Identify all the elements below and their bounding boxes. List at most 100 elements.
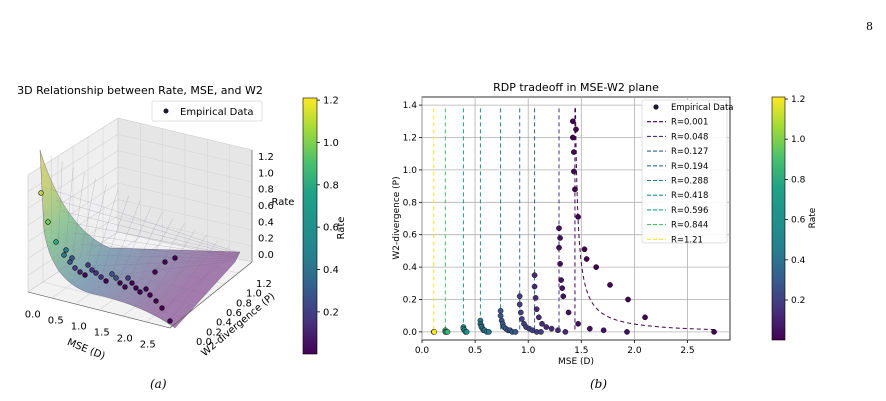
z-tick-label-3d: 0.6 xyxy=(258,201,274,212)
colorbar-2d-tick-label: 0.8 xyxy=(791,175,806,185)
y-tick-label-3d: 1.2 xyxy=(256,279,272,290)
y-tick-label: 1.0 xyxy=(403,166,418,176)
legend-2d: Empirical Data R=0.001 R=0.048 R=0.127 R=0.1… xyxy=(641,99,734,245)
x-tick-label: 1.0 xyxy=(521,346,536,356)
data-point-3d xyxy=(109,271,115,277)
data-point-3d xyxy=(143,286,149,292)
y-tick-label-3d: 0.0 xyxy=(196,337,212,348)
data-point-3d xyxy=(125,275,131,281)
colorbar-3d-tick-label: 1.0 xyxy=(323,138,339,149)
points-2d xyxy=(430,118,717,335)
data-point-R=0.048 xyxy=(558,277,564,283)
data-point-R=0.048 xyxy=(557,235,563,241)
x-tick-label: 1.5 xyxy=(574,346,588,356)
data-point-3d xyxy=(72,265,78,271)
lines-2d xyxy=(433,107,715,332)
legend-label-R=0.596: R=0.596 xyxy=(671,206,708,216)
data-point-R=0.127 xyxy=(548,325,555,332)
data-point-R=0.001 xyxy=(569,134,576,141)
data-point-R=0.194 xyxy=(516,301,523,308)
data-point-R=0.001 xyxy=(625,296,631,303)
colorbar-3d-tick-label: 0.6 xyxy=(323,223,339,234)
data-point-3d xyxy=(103,278,109,284)
colorbar-2d-tick-label: 0.2 xyxy=(791,296,805,306)
x-tick-label-3d: 2.0 xyxy=(117,334,133,345)
data-point-3d xyxy=(153,298,159,304)
points-3d xyxy=(38,190,178,324)
data-point-R=0.001 xyxy=(569,118,576,125)
legend-label-R=1.21: R=1.21 xyxy=(671,235,703,245)
y-tick-label-3d: 0.6 xyxy=(226,308,242,319)
legend-3d-marker xyxy=(163,108,169,114)
y-tick-label: 0.0 xyxy=(403,328,418,338)
z-tick-label-3d: 0.8 xyxy=(258,185,274,196)
data-point-R=0.288 xyxy=(512,329,519,335)
data-point-R=0.127 xyxy=(532,295,539,301)
z-tick-label-3d: 0.4 xyxy=(258,217,274,228)
y-tick-label: 1.2 xyxy=(403,134,417,144)
data-point-R=0.001 xyxy=(642,314,648,321)
x-tick-label-3d: 1.5 xyxy=(94,328,110,339)
legend-label-R=0.418: R=0.418 xyxy=(671,191,708,201)
data-point-R=0.418 xyxy=(486,329,492,335)
legend-label-R=0.288: R=0.288 xyxy=(671,177,708,187)
data-point-R=0.001 xyxy=(607,282,613,288)
data-point-R=0.127 xyxy=(543,324,550,330)
colorbar-3d-label: Rate xyxy=(336,217,347,240)
data-point-R=0.001 xyxy=(581,246,588,253)
colorbar-3d-tick-label: 1.2 xyxy=(323,96,339,107)
ticks-2d: 0.0 0.5 1.0 1.5 2.0 2.5 0.0 0.2 0.4 0.6 0.8 1.0 1.2 1… xyxy=(403,101,695,356)
data-point-R=0.001 xyxy=(583,256,590,262)
y-tick-label-3d: 1.0 xyxy=(246,289,262,300)
colorbar-2d-ticks: 0.2 0.4 0.6 0.8 1.0 1.2 xyxy=(785,95,806,306)
surface-mesh-line xyxy=(61,210,239,256)
y-tick-label: 0.8 xyxy=(403,198,418,208)
surface-mesh-line xyxy=(87,183,107,263)
data-point-3d xyxy=(137,289,143,295)
chart-3d: 3D Relationship between Rate, MSE, and W… xyxy=(17,84,347,362)
data-point-R=0.001 xyxy=(593,264,600,270)
z-tick-label-3d: 0.0 xyxy=(258,250,274,261)
colorbar-2d xyxy=(771,96,786,341)
x-tick-label-3d: 0.5 xyxy=(48,316,64,327)
legend-marker-empirical xyxy=(653,104,659,110)
data-point-R=0.127 xyxy=(539,320,545,327)
x-tick-label: 2.0 xyxy=(627,346,642,356)
data-point-R=0.288 xyxy=(497,312,504,319)
y-tick-label: 0.2 xyxy=(403,296,417,306)
y-axis-label-2d: W2-divergence (P) xyxy=(392,176,402,259)
surface-mesh-line xyxy=(79,243,238,259)
colorbar-3d-tick-label: 0.8 xyxy=(323,180,339,191)
data-point-3d xyxy=(61,252,67,258)
legend-3d-label: Empirical Data xyxy=(180,107,254,118)
data-point-3d xyxy=(117,280,123,286)
data-point-3d xyxy=(63,247,69,253)
data-point-R=0.127 xyxy=(533,306,540,313)
data-point-3d xyxy=(82,272,88,278)
data-point-3d xyxy=(113,275,119,281)
surface-mesh-line xyxy=(73,232,238,258)
surface-mesh-line xyxy=(116,206,152,285)
surface-mesh-line xyxy=(72,172,85,252)
colorbar-3d-tick-label: 0.4 xyxy=(323,265,339,276)
surface-mesh-line xyxy=(55,199,240,255)
x-tick-label-3d: 1.0 xyxy=(71,322,87,333)
surface-mesh-line xyxy=(97,260,236,278)
data-point-R=0.048 xyxy=(556,225,562,232)
data-point-3d xyxy=(167,318,173,324)
data-point-3d xyxy=(122,284,128,290)
legend-label-R=0.127: R=0.127 xyxy=(671,147,708,157)
data-point-3d xyxy=(69,255,75,261)
x-axis-line-3d xyxy=(27,291,171,329)
y-tick-label: 1.4 xyxy=(403,101,418,111)
colorbar-3d-ticks: 0.2 0.4 0.6 0.8 1.0 1.2 xyxy=(317,96,339,318)
legend-label-R=0.844: R=0.844 xyxy=(671,221,708,231)
series-curve-R=0.001 xyxy=(574,107,715,331)
x-tick-label: 0.0 xyxy=(415,346,430,356)
x-axis-label-3d: MSE (D) xyxy=(65,337,106,362)
data-point-3d xyxy=(172,255,178,261)
data-point-R=0.194 xyxy=(538,329,544,335)
axis-3d: 0.00.51.01.52.02.5 0.00.20.40.60.81.01.20… xyxy=(25,150,274,351)
data-point-R=0.001 xyxy=(572,186,578,193)
caption-a: (a) xyxy=(150,377,167,391)
